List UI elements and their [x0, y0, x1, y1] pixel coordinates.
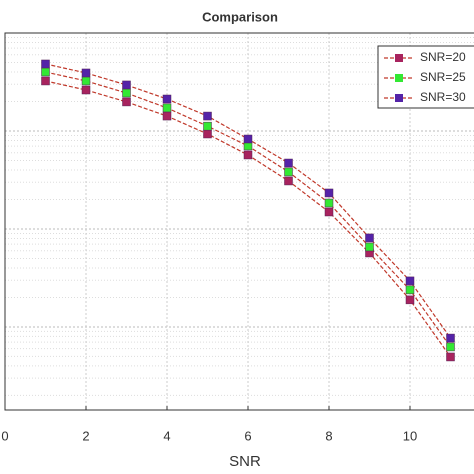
- data-point: [365, 242, 374, 252]
- data-point: [203, 129, 212, 139]
- chart-title: Comparison: [202, 9, 278, 24]
- plot-frame: [4, 32, 474, 411]
- data-point: [284, 167, 293, 177]
- x-tick-label: 6: [244, 428, 251, 443]
- data-point: [243, 134, 253, 144]
- x-tick-label: 8: [325, 428, 332, 443]
- data-point: [284, 176, 293, 186]
- data-point: [203, 121, 212, 131]
- data-point: [446, 333, 455, 343]
- data-point: [324, 207, 334, 217]
- legend-marker: [395, 74, 403, 82]
- data-point: [446, 352, 455, 362]
- data-point: [162, 94, 172, 104]
- data-point: [446, 342, 455, 352]
- data-point: [81, 68, 91, 78]
- data-point: [405, 285, 415, 295]
- legend-marker: [395, 54, 403, 62]
- data-point: [41, 67, 50, 77]
- legend-label: SNR=30: [420, 90, 466, 104]
- x-tick-label: 4: [163, 428, 170, 443]
- data-point: [284, 158, 293, 168]
- data-point: [122, 88, 131, 98]
- data-point: [243, 150, 253, 160]
- data-point: [405, 295, 415, 305]
- data-point: [162, 111, 172, 121]
- x-tick-label: 0: [1, 428, 8, 443]
- data-point: [162, 103, 172, 113]
- data-point: [41, 59, 50, 69]
- data-point: [405, 276, 415, 286]
- data-point: [122, 80, 131, 90]
- data-point: [203, 111, 212, 121]
- x-tick-label: 2: [82, 428, 89, 443]
- data-point: [324, 188, 334, 198]
- data-point: [324, 198, 334, 208]
- legend-marker: [395, 94, 403, 102]
- data-point: [365, 233, 374, 243]
- data-point: [41, 76, 50, 86]
- data-point: [81, 85, 91, 95]
- legend-label: SNR=20: [420, 50, 466, 64]
- data-point: [122, 97, 131, 107]
- legend-label: SNR=25: [420, 70, 466, 84]
- x-tick-label: 10: [403, 428, 417, 443]
- data-point: [81, 76, 91, 86]
- x-axis-label: SNR: [229, 453, 261, 470]
